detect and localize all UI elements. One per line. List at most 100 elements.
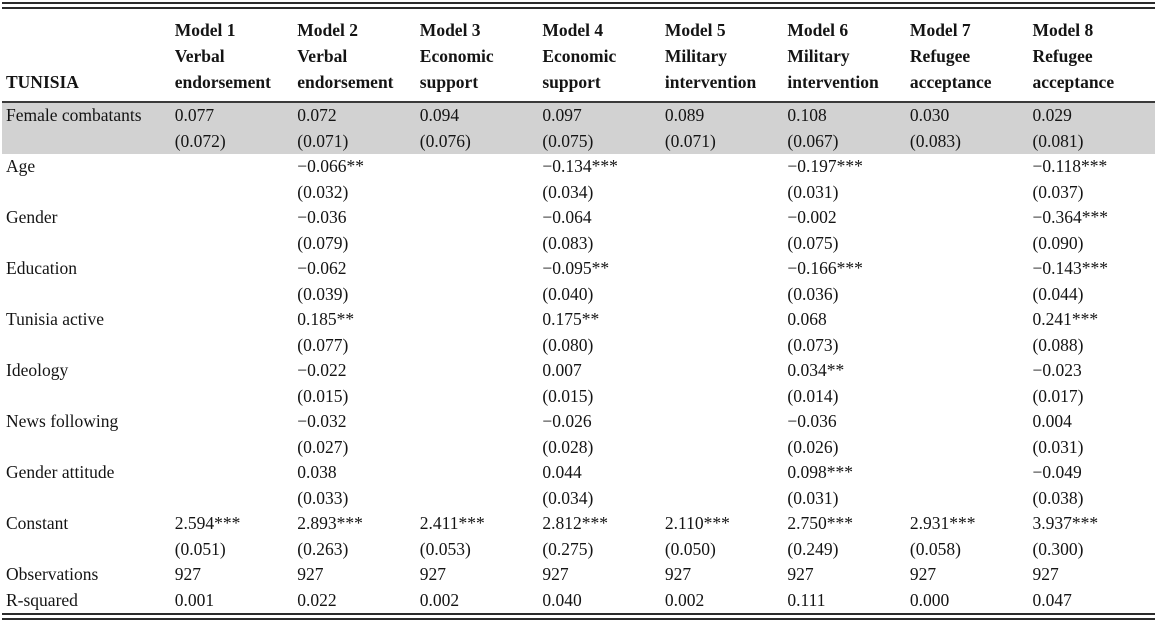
se-cell: (0.263) <box>297 538 349 559</box>
coef-cell <box>665 307 788 333</box>
coef-cell: −0.023 <box>1032 360 1082 380</box>
se-cell: (0.031) <box>787 487 839 508</box>
coef-cell: 0.044 <box>542 462 582 482</box>
se-cell <box>665 282 788 308</box>
coef-cell <box>175 409 298 435</box>
coef-cell: 0.038 <box>297 462 337 482</box>
coef-cell <box>910 409 1033 435</box>
row-label-spacer <box>2 180 175 206</box>
coef-cell: 0.072 <box>297 102 420 129</box>
se-cell <box>420 435 543 461</box>
stat-cell: 927 <box>787 564 814 584</box>
stat-cell: 927 <box>1032 564 1059 584</box>
coef-cell <box>175 205 298 231</box>
coef-cell <box>665 409 788 435</box>
coef-cell: 0.004 <box>1032 411 1072 431</box>
coef-cell: 0.089 <box>664 102 788 129</box>
se-cell: (0.083) <box>909 128 1033 154</box>
coef-cell: −0.143*** <box>1032 258 1108 278</box>
coef-cell: 0.068 <box>787 309 827 329</box>
coef-cell: −0.022 <box>297 360 347 380</box>
se-cell <box>665 333 788 359</box>
model-name: Model 4 <box>542 20 604 40</box>
se-cell: (0.027) <box>297 436 349 457</box>
coef-cell: −0.002 <box>787 207 837 227</box>
coef-cell: 0.077 <box>174 102 298 129</box>
stat-cell: 0.022 <box>297 589 337 610</box>
coef-cell <box>420 460 543 486</box>
se-cell <box>665 435 788 461</box>
dependent-variable-name: Military intervention <box>787 46 879 92</box>
se-cell: (0.073) <box>787 334 839 355</box>
coef-cell <box>175 154 298 180</box>
model-name: Model 5 <box>664 20 726 40</box>
row-label: Education <box>6 258 77 278</box>
coef-cell: −0.062 <box>297 258 347 278</box>
row-label: Ideology <box>6 360 69 380</box>
se-cell: (0.014) <box>787 385 839 406</box>
coef-cell: −0.026 <box>542 411 592 431</box>
se-cell <box>665 384 788 410</box>
se-cell: (0.050) <box>664 538 716 559</box>
coef-cell: −0.064 <box>542 207 592 227</box>
dependent-variable-name: Economic support <box>419 46 494 92</box>
se-cell <box>910 333 1033 359</box>
model-name: Model 2 <box>297 20 359 40</box>
se-row: (0.079) (0.083) (0.075) (0.090) <box>2 231 1155 257</box>
dependent-variable-name: Refugee acceptance <box>1032 46 1115 92</box>
coef-cell: −0.364*** <box>1032 207 1108 227</box>
se-row: (0.033) (0.034) (0.031) (0.038) <box>2 486 1155 512</box>
se-cell: (0.037) <box>1032 181 1084 202</box>
coef-cell <box>665 358 788 384</box>
se-cell: (0.067) <box>787 128 910 154</box>
coef-cell <box>910 307 1033 333</box>
column-header: Model 4 Economic support <box>542 5 665 103</box>
column-header: Model 5 Military intervention <box>664 5 788 103</box>
stat-cell: 0.040 <box>542 589 582 610</box>
se-cell <box>420 180 543 206</box>
se-cell <box>420 231 543 257</box>
row-label: Female combatants <box>2 102 175 129</box>
coef-cell: 0.108 <box>787 102 910 129</box>
se-row: (0.077) (0.080) (0.073) (0.088) <box>2 333 1155 359</box>
se-cell: (0.033) <box>297 487 349 508</box>
coef-row: Female combatants 0.077 0.072 0.094 0.097 0.0… <box>2 102 1155 129</box>
stat-cell: 0.002 <box>664 589 705 610</box>
column-header: Model 7 Refugee acceptance <box>909 5 1033 103</box>
coef-cell <box>420 307 543 333</box>
se-cell: (0.036) <box>787 283 839 304</box>
se-row: (0.051) (0.263) (0.053) (0.275) (0.050) (0.24… <box>2 537 1155 563</box>
se-cell <box>910 435 1033 461</box>
coef-cell: −0.095** <box>542 258 610 278</box>
row-label: R-squared <box>6 589 78 610</box>
se-cell <box>420 333 543 359</box>
coef-cell <box>420 154 543 180</box>
row-label-spacer <box>2 384 175 410</box>
coef-cell: 0.175** <box>542 309 600 329</box>
dependent-variable-name: Refugee acceptance <box>909 46 992 92</box>
stat-cell: 0.111 <box>787 589 826 610</box>
row-label: News following <box>6 411 119 431</box>
se-cell <box>665 180 788 206</box>
se-cell: (0.090) <box>1032 232 1084 253</box>
coef-cell <box>910 256 1033 282</box>
se-cell <box>665 231 788 257</box>
se-row: (0.032) (0.034) (0.031) (0.037) <box>2 180 1155 206</box>
se-cell: (0.031) <box>1032 436 1084 457</box>
row-label-spacer <box>2 537 175 563</box>
se-cell <box>175 333 298 359</box>
se-cell: (0.015) <box>297 385 349 406</box>
se-cell: (0.083) <box>542 232 594 253</box>
coef-cell: 0.098*** <box>787 462 854 482</box>
se-cell: (0.088) <box>1032 334 1084 355</box>
column-header: Model 1 Verbal endorsement <box>174 5 298 103</box>
se-cell <box>420 486 543 512</box>
coef-cell <box>175 256 298 282</box>
model-name: Model 8 <box>1032 20 1094 40</box>
coef-cell <box>665 154 788 180</box>
dependent-variable-name: Verbal endorsement <box>174 46 271 92</box>
coef-cell: 0.094 <box>419 102 543 129</box>
coef-cell: −0.118*** <box>1032 156 1108 176</box>
column-header: Model 3 Economic support <box>419 5 543 103</box>
coef-cell: 2.594*** <box>174 513 241 533</box>
